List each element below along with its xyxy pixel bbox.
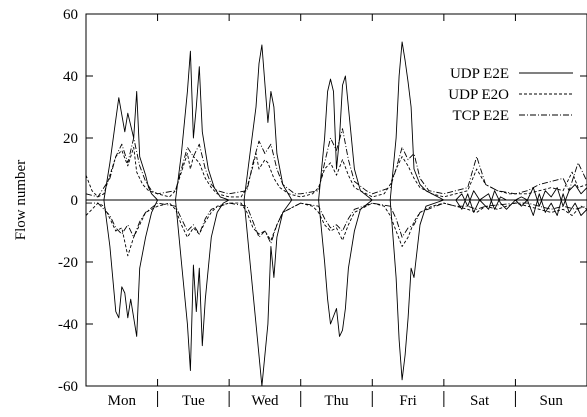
series-line-tcp-e2e bbox=[85, 128, 587, 198]
x-tick-label-tue: Tue bbox=[182, 393, 205, 409]
x-tick-label-fri: Fri bbox=[399, 393, 417, 409]
x-tick-label-mon: Mon bbox=[108, 393, 137, 409]
series-line-lower-5 bbox=[86, 202, 587, 244]
y-tick-label: 20 bbox=[63, 131, 78, 147]
y-tick-label: 60 bbox=[63, 7, 78, 23]
legend-label: UDP E2O bbox=[448, 87, 509, 103]
series-line-udp-e2e bbox=[86, 41, 587, 210]
y-tick-label: -60 bbox=[58, 379, 78, 395]
y-tick-label: 40 bbox=[63, 69, 78, 85]
series-line-udp-e2o bbox=[85, 146, 587, 198]
series-lines bbox=[85, 41, 587, 387]
x-tick-label-thu: Thu bbox=[324, 393, 349, 409]
series-line-lower-4 bbox=[85, 202, 587, 257]
y-axis-label: Flow number bbox=[13, 160, 29, 240]
y-tick-label: -40 bbox=[58, 317, 78, 333]
y-axis: -60 -40 -20 0 20 40 60 bbox=[58, 7, 587, 395]
y-tick-label: 0 bbox=[71, 193, 79, 209]
y-tick-label: -20 bbox=[58, 255, 78, 271]
x-tick-label-wed: Wed bbox=[251, 393, 279, 409]
x-tick-label-sat: Sat bbox=[470, 393, 490, 409]
legend: UDP E2E UDP E2O TCP E2E bbox=[448, 66, 573, 124]
legend-label: TCP E2E bbox=[452, 108, 509, 124]
x-axis: Mon Tue Wed Thu Fri Sat Sun bbox=[108, 14, 564, 409]
legend-label: UDP E2E bbox=[450, 66, 509, 82]
series-line-lower-3 bbox=[86, 190, 587, 387]
x-tick-label-sun: Sun bbox=[540, 393, 564, 409]
